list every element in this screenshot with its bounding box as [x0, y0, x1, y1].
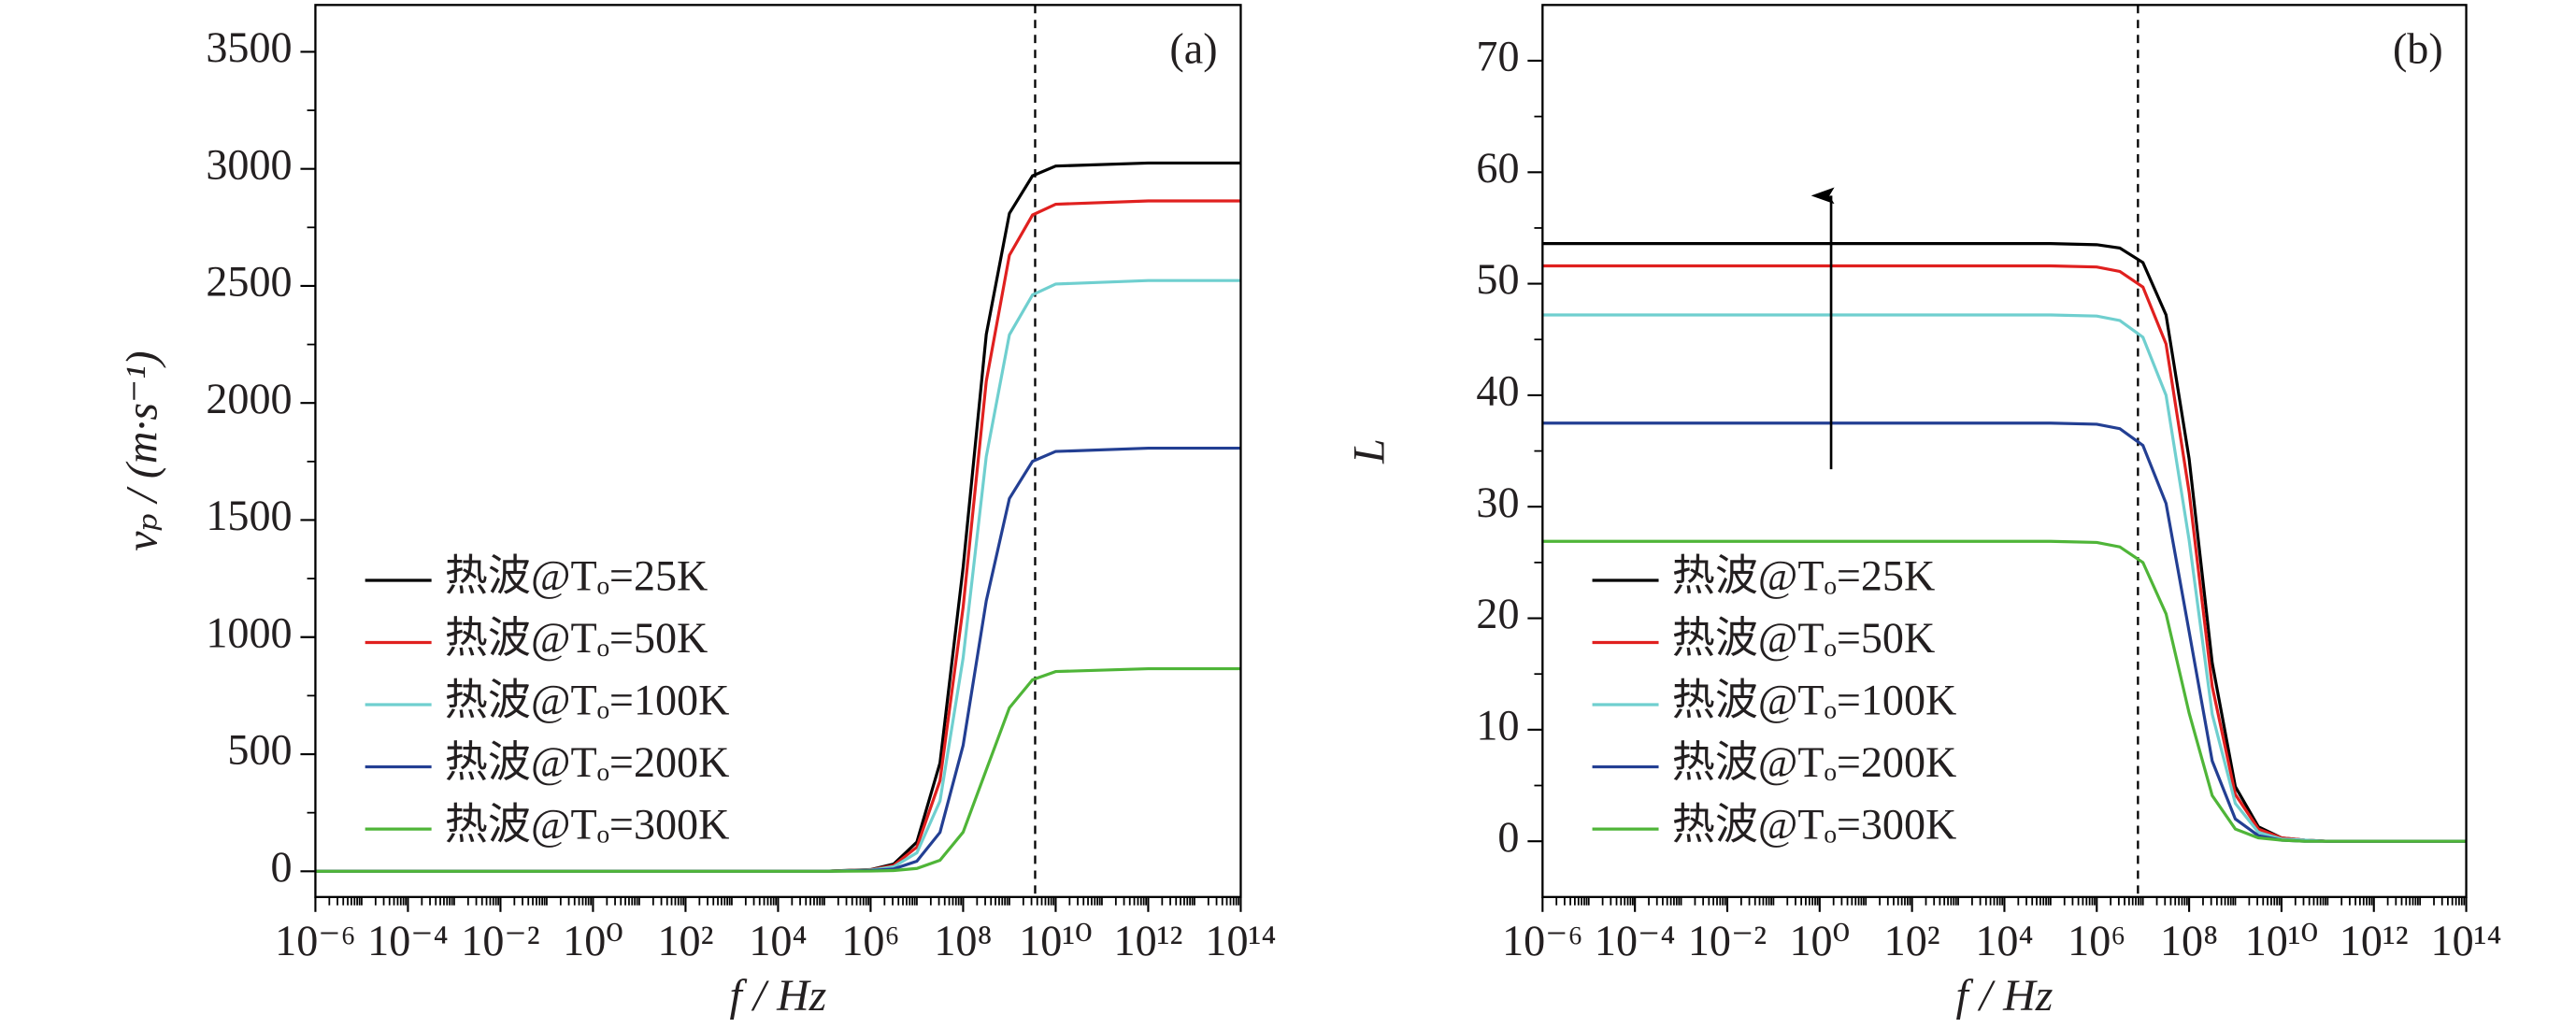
- x-tick-label: 10⁻⁶: [275, 917, 356, 964]
- plot: 0 10 20 30 40 50 60 70 10⁻⁶ 10⁻⁴ 10⁻² 10⁰ 10² 10⁴ 10⁶ 1…: [1344, 4, 2502, 1021]
- x-tick-label: 10¹²: [1114, 917, 1183, 964]
- y-tick-label: 3500: [206, 23, 292, 71]
- panel-label: (a): [1169, 24, 1217, 72]
- y-tick-label: 0: [1497, 813, 1519, 861]
- y-tick-label: 40: [1476, 367, 1519, 415]
- x-tick-label: 10⁴: [749, 917, 807, 964]
- plot-frame: [314, 4, 1242, 898]
- x-tick-label: 10¹⁰: [2245, 917, 2318, 964]
- legend-label: 热波@Tₒ=300K: [1672, 801, 1957, 849]
- x-tick-label: 10⁴: [1975, 917, 2033, 964]
- legend-label: 热波@Tₒ=300K: [445, 801, 730, 849]
- y-tick-label: 1500: [206, 492, 292, 539]
- legend-label: 热波@Tₒ=100K: [1672, 677, 1957, 724]
- y-tick-label: 2000: [206, 375, 292, 422]
- panel-label: (b): [2393, 24, 2443, 72]
- legend-label: 热波@Tₒ=200K: [1672, 738, 1957, 786]
- x-tick-label: 10¹⁰: [1019, 917, 1092, 964]
- series-line: [315, 666, 1241, 873]
- series-line: [1542, 539, 2467, 843]
- x-tick-label: 10⁸: [2160, 917, 2218, 964]
- y-tick-label: 30: [1476, 478, 1519, 526]
- y-axis-label: vₚ / (m·s⁻¹): [117, 350, 166, 550]
- x-tick-label: 10⁻²: [1688, 917, 1767, 964]
- x-tick-label: 10¹⁴: [2431, 917, 2502, 964]
- legend-label: 热波@Tₒ=200K: [445, 738, 730, 786]
- y-tick-label: 2500: [206, 258, 292, 306]
- legend-label: 热波@Tₒ=100K: [445, 677, 730, 724]
- x-tick-label: 10⁰: [563, 917, 623, 964]
- x-tick-label: 10⁻²: [461, 917, 539, 964]
- x-axis-label: f / Hz: [1956, 971, 2054, 1021]
- y-tick-label: 1000: [206, 608, 292, 656]
- plot-frame: [1541, 4, 2468, 898]
- y-tick-label: 20: [1476, 590, 1519, 637]
- legend-label: 热波@Tₒ=50K: [445, 614, 708, 662]
- y-tick-label: 3000: [206, 140, 292, 188]
- legend-label: 热波@Tₒ=50K: [1672, 614, 1936, 662]
- x-tick-label: 10¹²: [2340, 917, 2409, 964]
- y-axis-label: L: [1344, 438, 1394, 464]
- x-axis-label: f / Hz: [730, 971, 827, 1021]
- x-tick-label: 10⁶: [2068, 917, 2125, 964]
- x-tick-label: 10⁻⁴: [367, 917, 449, 964]
- x-tick-label: 10¹⁴: [1205, 917, 1276, 964]
- y-tick-label: 60: [1476, 144, 1519, 192]
- y-tick-label: 0: [271, 843, 293, 891]
- legend-label: 热波@Tₒ=25K: [445, 552, 708, 600]
- x-tick-label: 10⁸: [934, 917, 992, 964]
- x-tick-label: 10⁰: [1790, 917, 1851, 964]
- x-tick-label: 10²: [657, 917, 713, 964]
- x-tick-label: 10⁻⁴: [1595, 917, 1676, 964]
- legend-label: 热波@Tₒ=25K: [1672, 552, 1936, 600]
- plot: 0 500 1000 1500 2000 2500 3000 3500 10⁻⁶ 10⁻⁴ 10⁻²…: [117, 4, 1276, 1021]
- x-tick-label: 10⁶: [841, 917, 899, 964]
- y-tick-label: 50: [1476, 255, 1519, 303]
- x-tick-label: 10²: [1884, 917, 1940, 964]
- y-tick-label: 500: [227, 726, 292, 774]
- y-tick-label: 70: [1476, 33, 1519, 80]
- y-tick-label: 10: [1476, 701, 1519, 749]
- x-tick-label: 10⁻⁶: [1502, 917, 1583, 964]
